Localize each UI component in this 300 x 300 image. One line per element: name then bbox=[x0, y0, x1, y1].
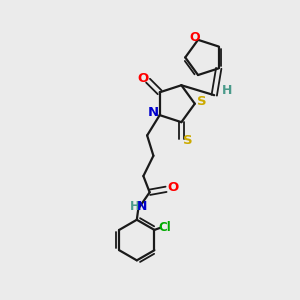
Text: O: O bbox=[137, 72, 148, 85]
Text: H: H bbox=[130, 200, 140, 213]
Text: N: N bbox=[137, 200, 147, 213]
Text: H: H bbox=[222, 84, 232, 97]
Text: S: S bbox=[196, 95, 206, 108]
Text: S: S bbox=[183, 134, 193, 148]
Text: O: O bbox=[189, 31, 200, 44]
Text: O: O bbox=[167, 181, 178, 194]
Text: N: N bbox=[148, 106, 159, 118]
Text: Cl: Cl bbox=[159, 221, 172, 234]
